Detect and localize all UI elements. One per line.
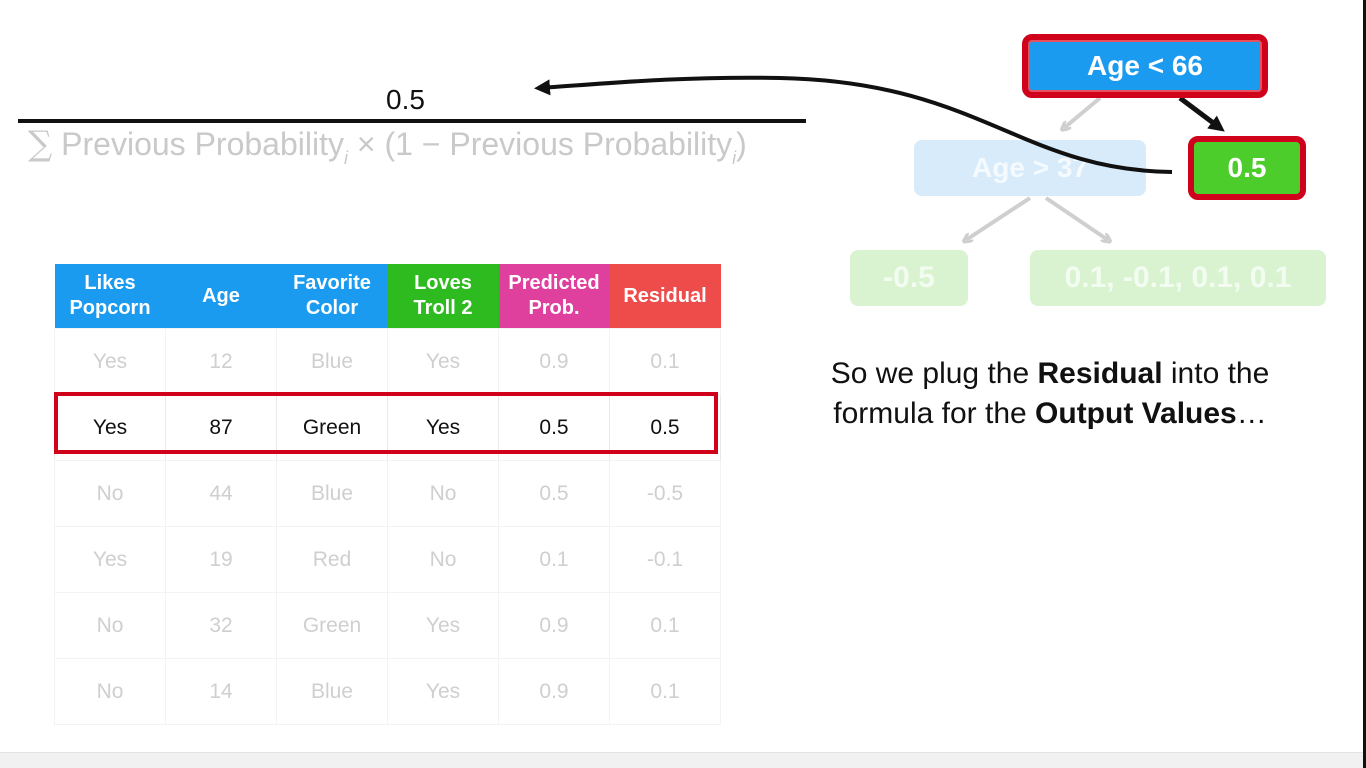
cell-favorite-color: Blue [276,328,388,395]
cell-loves-troll-2: No [387,526,499,593]
subscript-i-2: i [732,148,737,169]
cell-loves-troll-2: No [387,460,499,527]
denominator-term-a: Previous Probability [61,126,344,162]
tree-leaf-left: -0.5 [850,250,968,306]
cell-predicted-prob: 0.1 [498,526,610,593]
cell-predicted-prob: 0.9 [498,328,610,395]
formula-denominator: ∑ Previous Probabilityi × (1 − Previous … [28,124,747,169]
cell-likes-popcorn: Yes [54,526,166,593]
subscript-i-1: i [343,148,348,169]
cell-likes-popcorn: Yes [54,394,166,461]
header-loves-troll-2: Loves Troll 2 [387,264,499,329]
cell-favorite-color: Red [276,526,388,593]
cell-predicted-prob: 0.9 [498,592,610,659]
cell-favorite-color: Blue [276,460,388,527]
header-residual: Residual [609,264,721,329]
cell-age: 19 [165,526,277,593]
cell-age: 44 [165,460,277,527]
cell-loves-troll-2: Yes [387,592,499,659]
connector-mid-to-right [1044,196,1108,240]
cell-residual: -0.1 [609,526,721,593]
caption-text: So we plug the Residual into the formula… [830,357,1270,430]
denominator-term-b: (1 − Previous Probability [384,126,733,162]
cell-residual: 0.1 [609,592,721,659]
cell-likes-popcorn: Yes [54,328,166,395]
header-likes-popcorn: Likes Popcorn [54,264,166,329]
cell-residual: 0.1 [609,328,721,395]
cell-loves-troll-2: Yes [387,328,499,395]
header-age: Age [165,264,277,329]
sigma-symbol: ∑ [28,124,53,164]
table-row-highlighted: Yes 87 Green Yes 0.5 0.5 [54,394,721,461]
header-predicted-prob: Predicted Prob. [498,264,610,329]
cell-age: 14 [165,658,277,725]
formula-numerator: 0.5 [386,84,425,115]
table-row: Yes 12 Blue Yes 0.9 0.1 [54,328,721,395]
closing-paren: ) [736,126,747,162]
cell-loves-troll-2: Yes [387,394,499,461]
table-row: No 44 Blue No 0.5 -0.5 [54,460,721,527]
cell-favorite-color: Green [276,592,388,659]
fraction-bar [18,119,806,123]
table-row: Yes 19 Red No 0.1 -0.1 [54,526,721,593]
cell-predicted-prob: 0.5 [498,394,610,461]
connector-root-to-leaf [1178,96,1225,132]
cell-predicted-prob: 0.5 [498,460,610,527]
cell-residual: 0.1 [609,658,721,725]
data-table: Likes Popcorn Age Favorite Color Loves Trol… [54,264,721,725]
cell-favorite-color: Green [276,394,388,461]
table-header-row: Likes Popcorn Age Favorite Color Loves Trol… [54,264,721,329]
cell-age: 12 [165,328,277,395]
table-row: No 14 Blue Yes 0.9 0.1 [54,658,721,725]
table-row: No 32 Green Yes 0.9 0.1 [54,592,721,659]
cell-likes-popcorn: No [54,460,166,527]
cell-residual: 0.5 [609,394,721,461]
tree-node-age-gt-37: Age > 37 [914,140,1146,196]
times-symbol: × [356,126,376,162]
connector-root-to-mid [1064,96,1102,128]
tree-leaf-right: 0.1, -0.1, 0.1, 0.1 [1030,250,1326,306]
tree-node-age-lt-66: Age < 66 [1022,34,1268,98]
cell-age: 32 [165,592,277,659]
cell-residual: -0.5 [609,460,721,527]
bottom-strip [0,752,1366,768]
header-favorite-color: Favorite Color [276,264,388,329]
cell-loves-troll-2: Yes [387,658,499,725]
cell-favorite-color: Blue [276,658,388,725]
cell-age: 87 [165,394,277,461]
right-border [1363,0,1366,768]
cell-likes-popcorn: No [54,658,166,725]
cell-predicted-prob: 0.9 [498,658,610,725]
tree-leaf-highlighted: 0.5 [1188,136,1306,200]
connector-mid-to-left [966,196,1032,240]
cell-likes-popcorn: No [54,592,166,659]
